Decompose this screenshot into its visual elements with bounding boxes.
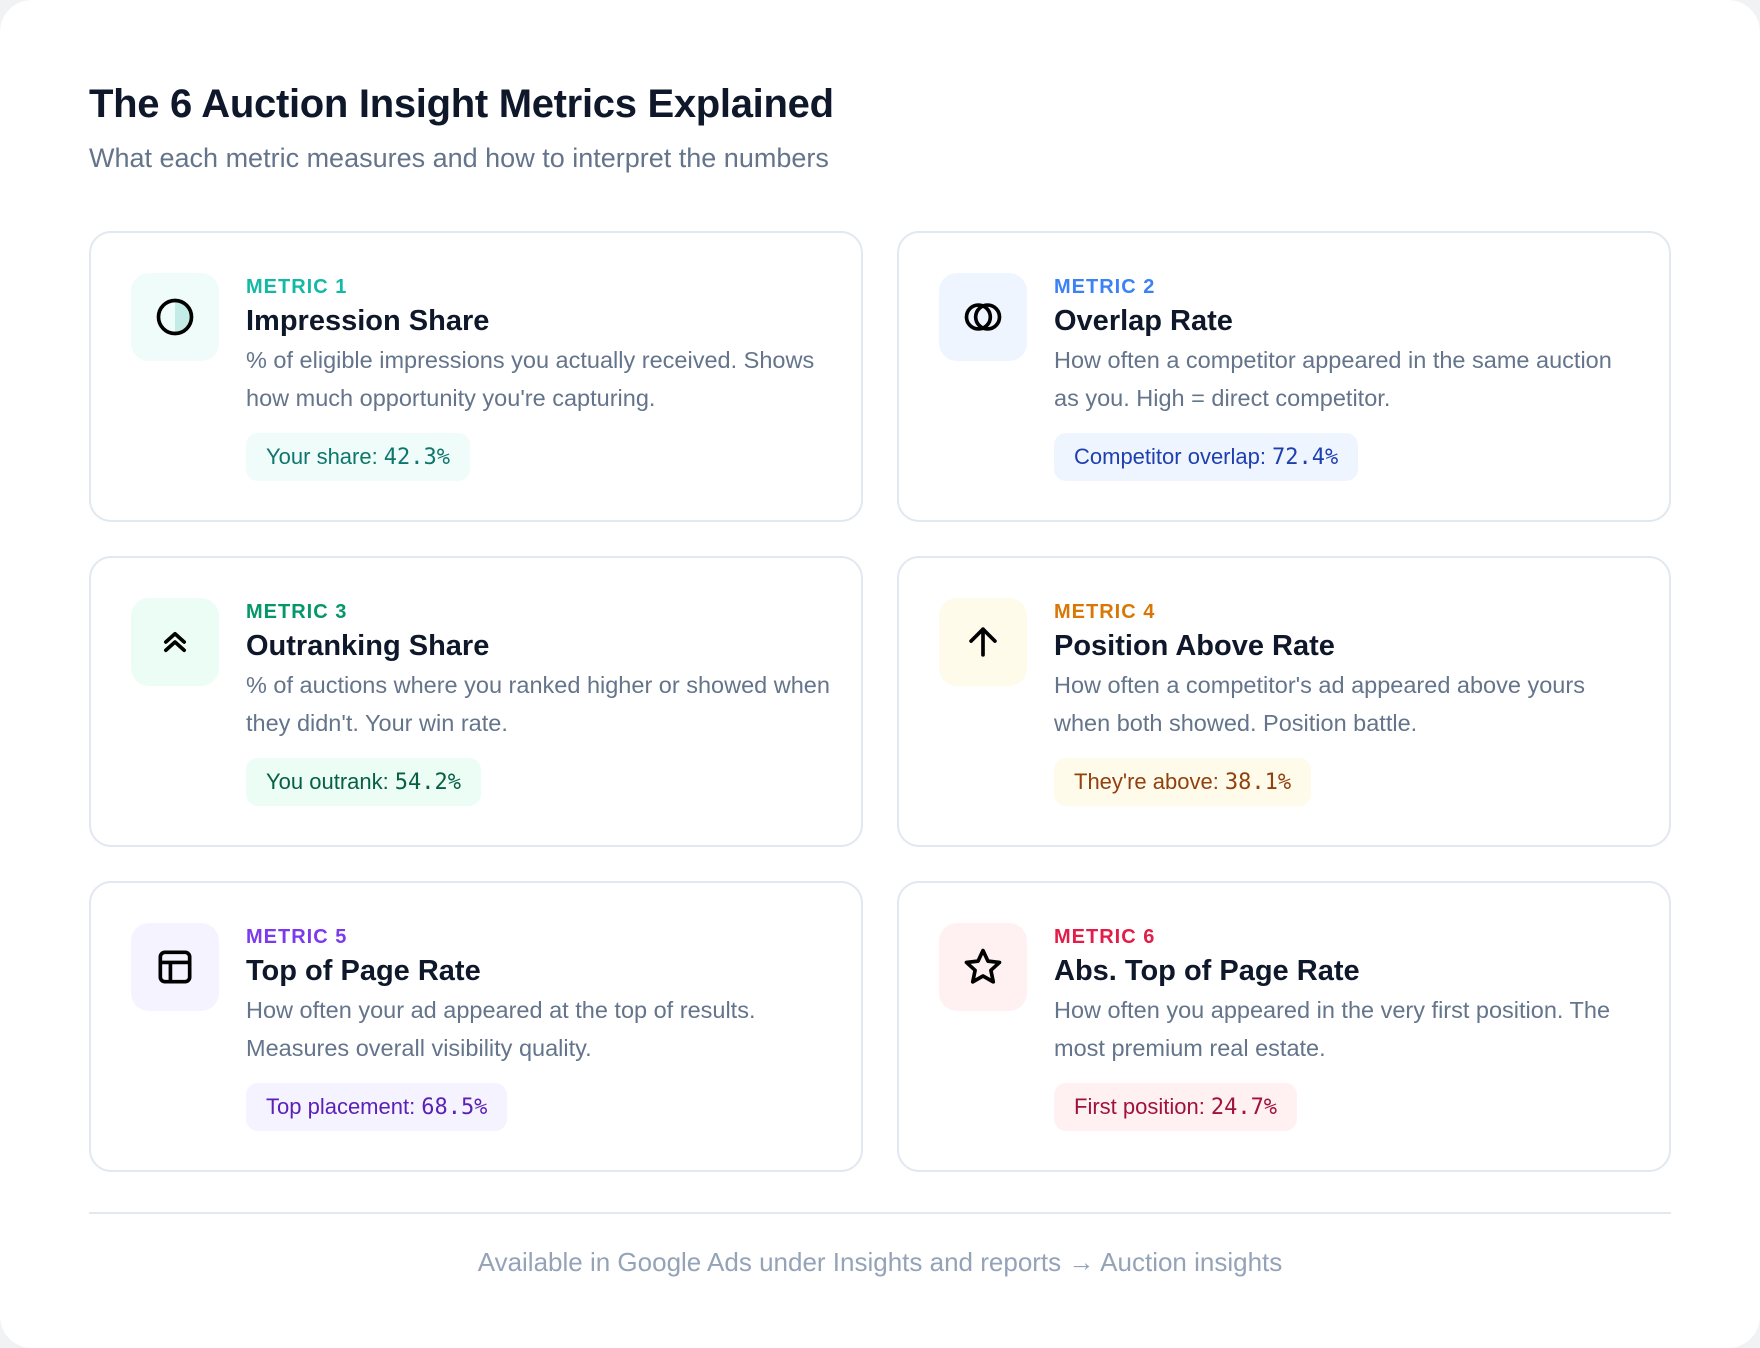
badge-value: 54.2% <box>394 770 461 795</box>
metric-value-badge: You outrank: 54.2% <box>246 758 481 806</box>
badge-label: Competitor overlap: <box>1074 444 1266 469</box>
metric-card-impression-share: METRIC 1 Impression Share % of eligible … <box>89 231 863 522</box>
icon-box <box>131 598 219 686</box>
metric-description: How often your ad appeared at the top of… <box>246 997 756 1061</box>
card-content: METRIC 4 Position Above Rate How often a… <box>1054 598 1639 806</box>
star-icon <box>964 948 1002 984</box>
metric-value-badge: Your share: 42.3% <box>246 433 470 481</box>
card-content: METRIC 2 Overlap Rate How often a compet… <box>1054 273 1639 481</box>
metric-number: METRIC 5 <box>246 926 348 948</box>
page-subtitle: What each metric measures and how to int… <box>89 143 829 173</box>
metric-title: Outranking Share <box>246 630 490 662</box>
badge-value: 42.3% <box>383 445 450 470</box>
metric-title: Abs. Top of Page Rate <box>1054 955 1360 987</box>
metric-number: METRIC 2 <box>1054 276 1156 298</box>
metric-card-position-above-rate: METRIC 4 Position Above Rate How often a… <box>897 556 1671 847</box>
metric-number: METRIC 3 <box>246 601 348 623</box>
metric-number: METRIC 1 <box>246 276 348 298</box>
metric-number: METRIC 4 <box>1054 601 1156 623</box>
double-chevron-up-icon <box>164 631 186 653</box>
metric-number: METRIC 6 <box>1054 926 1156 948</box>
icon-box <box>131 273 219 361</box>
badge-label: First position: <box>1074 1094 1205 1119</box>
arrow-up-icon <box>969 627 997 657</box>
card-content: METRIC 6 Abs. Top of Page Rate How often… <box>1054 923 1639 1131</box>
badge-label: Your share: <box>266 444 378 469</box>
icon-box <box>939 923 1027 1011</box>
metric-card-top-of-page-rate: METRIC 5 Top of Page Rate How often your… <box>89 881 863 1172</box>
metric-description: % of eligible impressions you actually r… <box>246 347 815 411</box>
badge-value: 68.5% <box>421 1095 488 1120</box>
metric-card-outranking-share: METRIC 3 Outranking Share % of auctions … <box>89 556 863 847</box>
metric-title: Impression Share <box>246 305 490 337</box>
metric-card-overlap-rate: METRIC 2 Overlap Rate How often a compet… <box>897 231 1671 522</box>
footer-divider <box>89 1212 1671 1214</box>
card-content: METRIC 1 Impression Share % of eligible … <box>246 273 831 481</box>
metric-description: % of auctions where you ranked higher or… <box>246 672 830 736</box>
metric-description: How often you appeared in the very first… <box>1054 997 1611 1061</box>
icon-box <box>939 598 1027 686</box>
metric-value-badge: First position: 24.7% <box>1054 1083 1298 1131</box>
page-title: The 6 Auction Insight Metrics Explained <box>89 82 834 126</box>
metric-description: How often a competitor appeared in the s… <box>1054 347 1612 411</box>
card-content: METRIC 5 Top of Page Rate How often your… <box>246 923 831 1131</box>
metric-title: Position Above Rate <box>1054 630 1335 662</box>
badge-label: Top placement: <box>266 1094 416 1119</box>
half-circle-icon <box>156 298 194 336</box>
icon-box <box>939 273 1027 361</box>
footer-note: Available in Google Ads under Insights a… <box>477 1247 1283 1277</box>
metric-value-badge: Top placement: 68.5% <box>246 1083 508 1131</box>
metric-description: How often a competitor's ad appeared abo… <box>1054 672 1585 736</box>
badge-value: 72.4% <box>1271 445 1339 470</box>
icon-box <box>131 923 219 1011</box>
badge-value: 24.7% <box>1210 1095 1278 1120</box>
badge-label: You outrank: <box>266 769 389 794</box>
badge-label: They're above: <box>1074 769 1219 794</box>
metric-card-abs-top-of-page-rate: METRIC 6 Abs. Top of Page Rate How often… <box>897 881 1671 1172</box>
metric-value-badge: Competitor overlap: 72.4% <box>1054 433 1359 481</box>
badge-value: 38.1% <box>1224 770 1292 795</box>
card-content: METRIC 3 Outranking Share % of auctions … <box>246 598 831 806</box>
layout-icon <box>158 950 192 984</box>
metric-value-badge: They're above: 38.1% <box>1054 758 1312 806</box>
metric-title: Overlap Rate <box>1054 305 1233 337</box>
metrics-grid: METRIC 1 Impression Share % of eligible … <box>89 231 1671 1172</box>
overlapping-circles-icon <box>964 303 1002 331</box>
metric-title: Top of Page Rate <box>246 955 481 987</box>
